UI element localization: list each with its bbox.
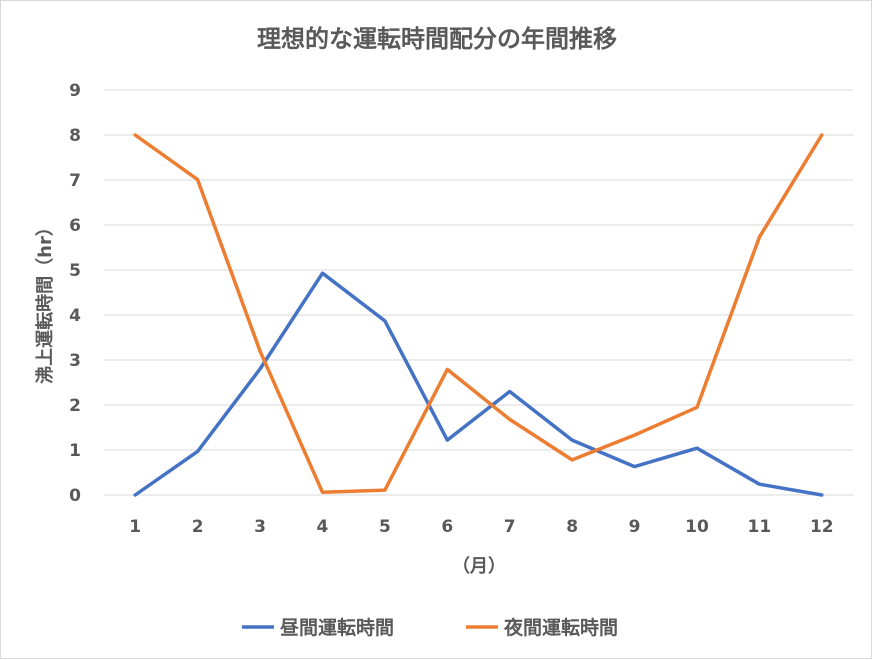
x-tick-label: 1 bbox=[129, 517, 141, 537]
x-tick-label: 4 bbox=[317, 517, 329, 537]
x-tick-label: 9 bbox=[629, 517, 641, 537]
y-axis-ticks: 0 1 2 3 4 5 6 7 8 9 bbox=[69, 81, 81, 506]
chart-title: 理想的な運転時間配分の年間推移 bbox=[257, 25, 617, 53]
x-tick-label: 3 bbox=[254, 517, 266, 537]
x-tick-label: 11 bbox=[748, 517, 772, 537]
legend-label-0: 昼間運転時間 bbox=[280, 617, 394, 639]
y-tick-label: 7 bbox=[69, 171, 81, 191]
x-tick-label: 10 bbox=[685, 517, 709, 537]
y-tick-label: 8 bbox=[69, 126, 81, 146]
y-tick-label: 1 bbox=[69, 441, 81, 461]
x-axis-label: （月） bbox=[452, 556, 506, 577]
x-tick-label: 7 bbox=[504, 517, 516, 537]
y-axis-label: 沸上運転時間（hr） bbox=[34, 218, 56, 384]
legend-label-1: 夜間運転時間 bbox=[503, 616, 618, 639]
y-tick-label: 0 bbox=[69, 486, 81, 506]
legend: 昼間運転時間 夜間運転時間 bbox=[242, 616, 618, 639]
y-tick-label: 2 bbox=[69, 396, 81, 416]
y-tick-label: 4 bbox=[69, 306, 81, 326]
series-lines bbox=[133, 133, 824, 497]
series-line-1 bbox=[133, 133, 824, 495]
x-axis-ticks: 1 2 3 4 5 6 7 8 9 10 11 12 bbox=[129, 517, 833, 537]
y-tick-label: 6 bbox=[69, 216, 81, 236]
y-tick-label: 3 bbox=[69, 351, 81, 371]
x-tick-label: 5 bbox=[379, 517, 391, 537]
x-tick-label: 6 bbox=[441, 517, 453, 537]
x-tick-label: 12 bbox=[810, 517, 834, 537]
series-line-0 bbox=[133, 271, 824, 497]
x-tick-label: 2 bbox=[192, 517, 204, 537]
y-tick-label: 5 bbox=[69, 261, 81, 281]
x-tick-label: 8 bbox=[566, 517, 578, 537]
y-tick-label: 9 bbox=[69, 81, 81, 101]
